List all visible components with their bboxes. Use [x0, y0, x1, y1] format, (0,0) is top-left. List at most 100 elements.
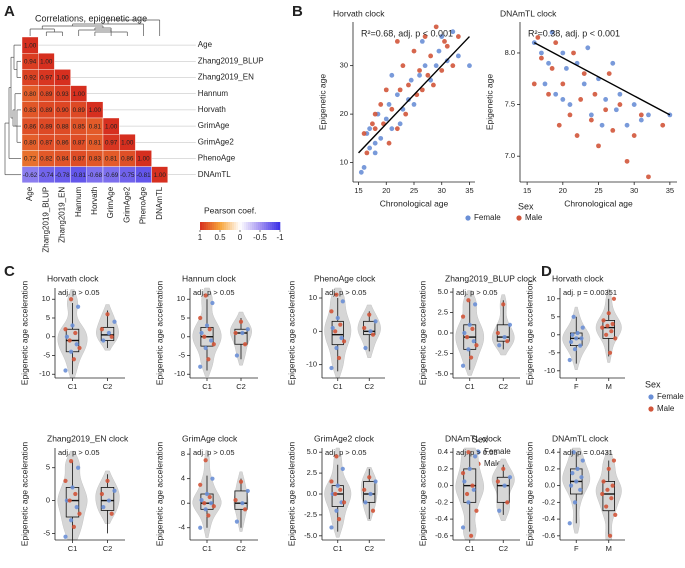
- point: [389, 106, 395, 112]
- point: [361, 131, 367, 136]
- point: [368, 329, 373, 334]
- x-tick-label: C1: [202, 382, 212, 391]
- x-tick-label: 25: [594, 186, 602, 195]
- point: [578, 343, 583, 348]
- cell-label: 0.80: [24, 139, 37, 146]
- point: [101, 338, 106, 343]
- point: [603, 107, 609, 113]
- point: [575, 330, 580, 336]
- cell-label: 1.00: [89, 107, 102, 114]
- y-tick-label: -0.6: [435, 531, 448, 540]
- row-label: Horvath: [198, 105, 226, 114]
- point: [335, 315, 340, 321]
- colorbar-title: Pearson coef.: [204, 205, 256, 215]
- box: [234, 328, 248, 345]
- point: [580, 458, 585, 463]
- x-tick-label: M: [606, 382, 612, 391]
- y-tick-label: -5.0: [304, 531, 317, 540]
- x-tick-label: C2: [103, 382, 113, 391]
- chart-title: Hannum clock: [182, 273, 237, 283]
- column-label: GrimAge2: [122, 186, 131, 223]
- cell-label: 1.00: [105, 123, 118, 130]
- cell-label: 0.89: [40, 91, 53, 98]
- point: [439, 34, 445, 39]
- point: [329, 479, 334, 484]
- point: [572, 347, 578, 352]
- cell-label: 0.85: [73, 123, 86, 130]
- point: [464, 334, 470, 340]
- legend-marker: [516, 215, 522, 221]
- point: [333, 491, 338, 497]
- colorbar-segment: [214, 222, 217, 230]
- y-tick-label: -0.4: [542, 514, 555, 523]
- point: [367, 475, 372, 480]
- cell-label: 0.94: [24, 58, 37, 65]
- cell-label: -0.74: [39, 172, 54, 179]
- point: [397, 121, 403, 127]
- point: [607, 350, 613, 355]
- colorbar-segment: [278, 222, 281, 230]
- fit-line: [358, 36, 470, 154]
- legend-label: Female: [657, 392, 684, 401]
- point: [370, 332, 376, 337]
- cell-label: 0.89: [73, 107, 86, 114]
- point: [378, 135, 384, 141]
- box: [496, 476, 510, 503]
- point: [474, 343, 479, 348]
- point: [373, 319, 378, 324]
- y-tick-label: 5: [181, 313, 185, 322]
- annotation: adj. p > 0.05: [325, 448, 367, 457]
- point: [408, 77, 414, 83]
- cell-label: 0.86: [56, 139, 69, 146]
- point: [204, 323, 210, 328]
- point: [505, 339, 510, 344]
- legend-marker: [648, 394, 654, 400]
- x-tick-label: C2: [236, 544, 246, 553]
- annotation: adj. p > 0.05: [58, 288, 100, 297]
- cell-label: -0.81: [136, 172, 151, 179]
- violin: [455, 290, 485, 376]
- point: [74, 505, 79, 510]
- cell-label: -0.81: [72, 172, 87, 179]
- point: [507, 322, 513, 327]
- point: [539, 50, 544, 56]
- point: [462, 330, 467, 336]
- point: [574, 133, 580, 138]
- point: [539, 55, 544, 61]
- x-tick-label: F: [574, 382, 579, 391]
- point: [208, 338, 214, 343]
- fit-line: [533, 42, 671, 116]
- point: [531, 81, 537, 87]
- colorbar-segment: [262, 222, 265, 230]
- cell-label: 0.87: [40, 139, 53, 146]
- point: [660, 122, 666, 128]
- point: [601, 318, 606, 323]
- point: [606, 466, 611, 472]
- panel-label: D: [541, 263, 552, 280]
- point: [233, 498, 238, 503]
- y-tick-label: 8.0: [505, 48, 515, 57]
- cell-label: 0.81: [105, 156, 118, 163]
- colorbar-segment: [216, 222, 219, 230]
- point: [600, 325, 605, 330]
- column-label: GrimAge: [106, 186, 115, 218]
- point: [560, 81, 566, 87]
- point: [588, 112, 594, 118]
- point: [466, 450, 471, 455]
- box: [331, 320, 344, 346]
- colorbar-label: -1: [276, 233, 284, 242]
- point: [572, 500, 578, 505]
- legend-title: Sex: [472, 434, 488, 444]
- x-tick-label: F: [574, 544, 579, 553]
- point: [580, 325, 585, 330]
- point: [425, 72, 431, 78]
- point: [624, 122, 630, 128]
- point: [417, 72, 422, 78]
- point: [605, 487, 610, 492]
- point: [336, 355, 342, 361]
- x-tick-label: M: [606, 544, 612, 553]
- x-tick-label: 30: [630, 186, 638, 195]
- colorbar-segment: [246, 222, 249, 230]
- point: [367, 126, 373, 132]
- point: [67, 498, 72, 503]
